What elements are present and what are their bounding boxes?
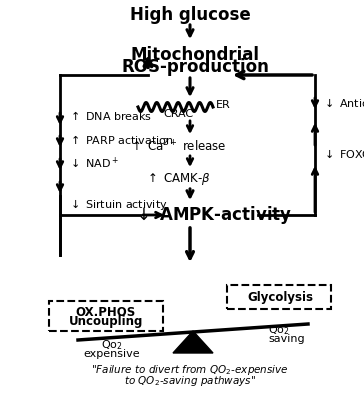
FancyBboxPatch shape [49,301,163,331]
Text: "Failure to divert from QO$_2$-expensive: "Failure to divert from QO$_2$-expensive [91,363,289,377]
Text: $\downarrow$ NAD$^+$: $\downarrow$ NAD$^+$ [68,156,119,170]
Text: $\downarrow$ FOXO3-signalling: $\downarrow$ FOXO3-signalling [322,148,364,162]
Text: saving: saving [268,334,305,344]
Text: High glucose: High glucose [130,6,250,24]
Text: $\downarrow$ Antioxidants: $\downarrow$ Antioxidants [322,97,364,109]
Text: $\uparrow$ CAMK-$\beta$: $\uparrow$ CAMK-$\beta$ [145,171,211,187]
Text: $\uparrow$ Ca$^{2+}$ release: $\uparrow$ Ca$^{2+}$ release [129,138,227,154]
Text: CRAC: CRAC [163,109,193,119]
Text: $\downarrow$ Sirtuin activity: $\downarrow$ Sirtuin activity [68,198,168,212]
FancyBboxPatch shape [227,285,331,309]
Text: Glycolysis: Glycolysis [247,290,313,304]
Text: ER: ER [216,100,231,110]
Text: $\downarrow$ AMPK-activity: $\downarrow$ AMPK-activity [133,204,293,226]
Text: $\uparrow$ PARP activation: $\uparrow$ PARP activation [68,134,174,146]
Text: Mitochondrial: Mitochondrial [131,46,260,64]
Text: Qo$_2$: Qo$_2$ [101,338,123,352]
Text: Uncoupling: Uncoupling [69,316,143,328]
Text: to QO$_2$-saving pathways": to QO$_2$-saving pathways" [124,374,256,388]
Polygon shape [173,331,213,353]
Text: ROS-production: ROS-production [121,58,269,76]
Text: OX.PHOS: OX.PHOS [76,306,136,320]
Text: expensive: expensive [84,349,140,359]
Text: Qo$_2$: Qo$_2$ [268,323,290,337]
Text: $\uparrow$ DNA breaks: $\uparrow$ DNA breaks [68,108,152,122]
